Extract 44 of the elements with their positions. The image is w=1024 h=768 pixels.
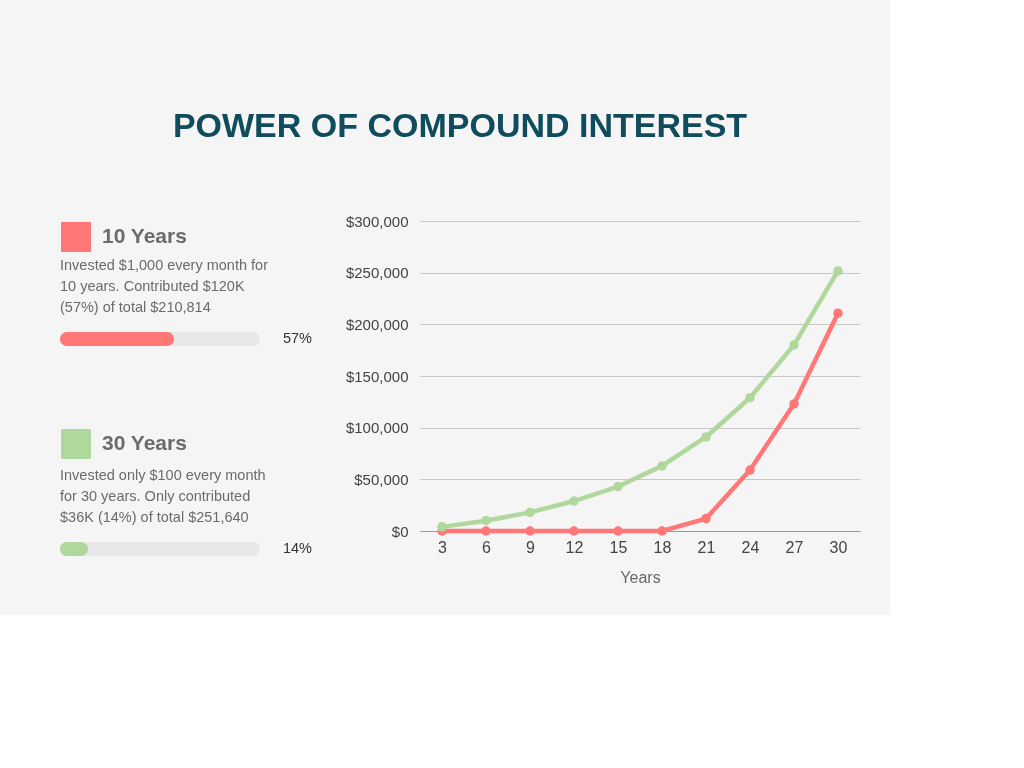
x-tick-label: 6	[482, 538, 492, 556]
legend-label: 30 Years	[102, 431, 187, 454]
y-tick-label: $0	[391, 522, 409, 540]
point	[613, 526, 623, 536]
y-tick-label: $50,000	[354, 470, 409, 488]
annotation: Invested only $100 every month for 30 years. Only contributed $36K (14%) of total $251,640	[60, 467, 266, 525]
x-tick-label: 30	[829, 538, 848, 556]
annotation: Invested $1,000 every month for 10 years. Contributed $120K (57%) of total $210,814	[60, 257, 269, 315]
x-tick-label: 24	[741, 538, 760, 556]
point	[481, 526, 491, 536]
legend-label: 10 Years	[102, 224, 187, 247]
x-tick-label: 12	[565, 538, 584, 556]
point	[481, 515, 491, 526]
y-tick-label: $250,000	[345, 264, 409, 282]
point	[701, 513, 711, 524]
point	[525, 507, 535, 518]
point	[525, 526, 535, 536]
point	[833, 308, 843, 318]
point	[789, 340, 799, 350]
x-axis-title: Years	[620, 568, 661, 586]
chart-title: POWER OF COMPOUND INTEREST	[172, 106, 748, 144]
data-label: 14%	[282, 540, 313, 556]
y-tick-label: $150,000	[345, 367, 409, 385]
point	[701, 432, 711, 442]
y-tick-label: $100,000	[345, 419, 409, 437]
point	[745, 465, 755, 475]
x-tick-label: 15	[609, 538, 628, 556]
point	[657, 461, 667, 471]
x-tick-label: 3	[438, 538, 448, 556]
point	[569, 526, 579, 536]
point	[569, 496, 579, 506]
y-tick-label: $200,000	[345, 315, 409, 333]
point	[613, 481, 623, 492]
point	[657, 526, 667, 536]
x-tick-label: 27	[785, 538, 804, 556]
point	[437, 522, 447, 532]
x-tick-label: 18	[653, 538, 672, 556]
point	[745, 392, 755, 403]
point	[789, 399, 799, 409]
data-label: 57%	[282, 330, 313, 346]
x-tick-label: 9	[526, 538, 536, 556]
x-tick-label: 21	[697, 538, 716, 556]
y-tick-label: $300,000	[345, 212, 409, 230]
point	[833, 266, 843, 276]
